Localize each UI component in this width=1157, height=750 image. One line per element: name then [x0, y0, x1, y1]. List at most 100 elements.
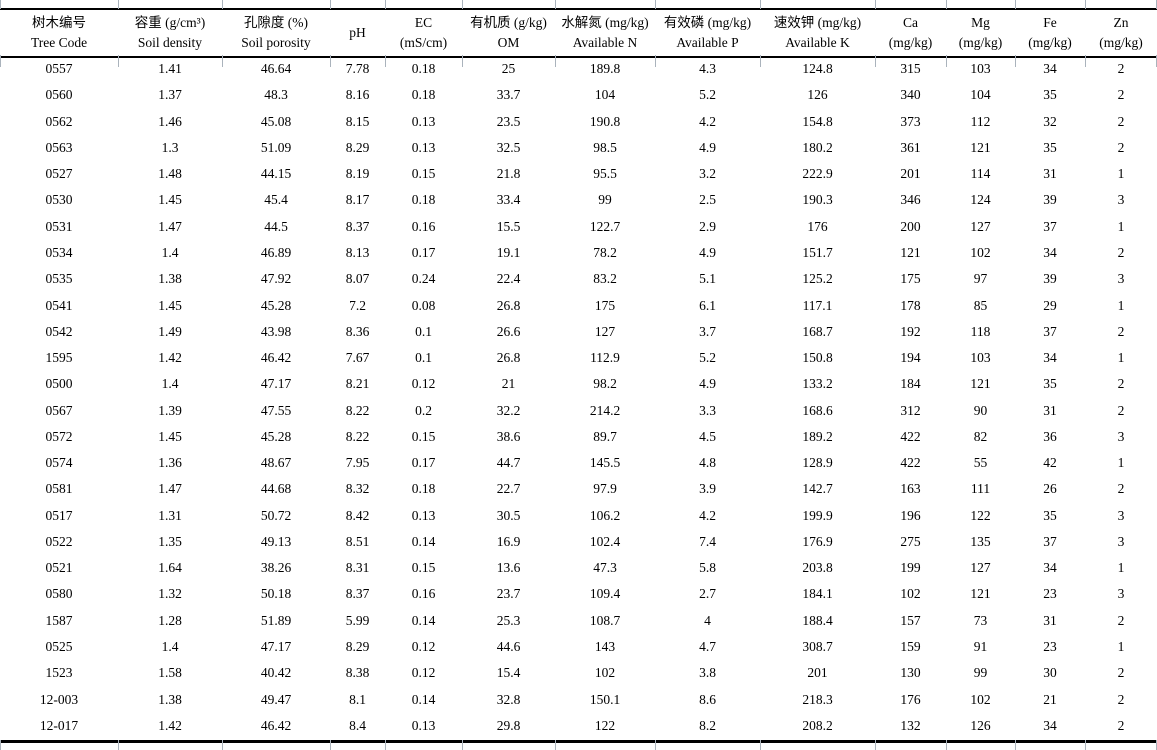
cell-om: 23.5 — [496, 113, 521, 129]
table-row: 1587 1.28 51.89 5.99 0.14 25.3 108.7 4 188.4 157 7… — [0, 608, 1157, 634]
cell-available_k: 218.3 — [802, 691, 833, 707]
grid-tick — [462, 55, 463, 67]
grid-tick — [1015, 55, 1016, 67]
cell-soil_porosity: 47.55 — [260, 402, 292, 418]
cell-zn: 2 — [1117, 481, 1125, 497]
cell-ph: 8.1 — [349, 691, 366, 707]
cell-zn: 3 — [1117, 192, 1125, 208]
cell-zn: 1 — [1117, 638, 1125, 654]
cell-soil_porosity: 45.28 — [260, 428, 292, 444]
cell-fe: 31 — [1043, 612, 1057, 628]
cell-mg: 121 — [970, 376, 991, 392]
cell-mg: 122 — [970, 507, 991, 523]
grid-tick — [555, 55, 556, 67]
cell-ca: 121 — [900, 244, 921, 260]
cell-om: 13.6 — [496, 560, 521, 576]
cell-ph: 8.13 — [345, 244, 370, 260]
cell-ec: 0.14 — [411, 533, 436, 549]
cell-ec: 0.18 — [411, 192, 436, 208]
cell-available_k: 154.8 — [802, 113, 833, 129]
cell-available_p: 7.4 — [699, 533, 716, 549]
table-row: 0580 1.32 50.18 8.37 0.16 23.7 109.4 2.7 184.1 10… — [0, 581, 1157, 607]
table-row: 0574 1.36 48.67 7.95 0.17 44.7 145.5 4.8 128.9 42… — [0, 450, 1157, 476]
cell-om: 16.9 — [496, 533, 521, 549]
cell-zn: 1 — [1117, 455, 1125, 471]
cell-tree_code: 12-017 — [39, 717, 79, 733]
cell-fe: 32 — [1043, 113, 1057, 129]
grid-tick — [0, 55, 1, 67]
cell-zn: 1 — [1117, 350, 1125, 366]
cell-available_k: 176.9 — [802, 533, 833, 549]
cell-ec: 0.14 — [411, 612, 436, 628]
cell-available_p: 2.7 — [699, 586, 716, 602]
cell-available_p: 4.9 — [699, 376, 716, 392]
cell-ca: 422 — [900, 455, 921, 471]
table-row: 12-003 1.38 49.47 8.1 0.14 32.8 150.1 8.6 218.3 1… — [0, 686, 1157, 712]
column-header-available_k: 速效钾 (mg/kg) Available K — [773, 15, 862, 50]
cell-ca: 373 — [900, 113, 921, 129]
cell-fe: 37 — [1043, 533, 1057, 549]
cell-soil_density: 1.4 — [161, 244, 179, 260]
cell-ph: 7.78 — [345, 61, 370, 77]
cell-mg: 55 — [973, 455, 988, 471]
table-row: 0562 1.46 45.08 8.15 0.13 23.5 190.8 4.2 154.8 37… — [0, 109, 1157, 135]
cell-soil_porosity: 46.64 — [260, 61, 292, 77]
cell-available_p: 4.2 — [699, 113, 716, 129]
cell-tree_code: 0542 — [45, 323, 73, 339]
cell-soil_porosity: 45.4 — [264, 192, 288, 208]
cell-om: 26.8 — [496, 297, 521, 313]
cell-fe: 36 — [1043, 428, 1057, 444]
cell-mg: 111 — [970, 481, 991, 497]
cell-ca: 132 — [900, 717, 921, 733]
cell-ec: 0.16 — [411, 218, 436, 234]
cell-tree_code: 0500 — [45, 376, 73, 392]
table-row: 0500 1.4 47.17 8.21 0.12 21 98.2 4.9 133.2 184 121… — [0, 371, 1157, 397]
cell-fe: 23 — [1043, 638, 1057, 654]
cell-available_k: 124.8 — [802, 61, 833, 77]
cell-om: 29.8 — [496, 717, 521, 733]
table-row: 0535 1.38 47.92 8.07 0.24 22.4 83.2 5.1 125.2 175… — [0, 266, 1157, 292]
column-header-om: 有机质 (g/kg) OM — [470, 15, 547, 50]
cell-soil_density: 1.42 — [158, 350, 182, 366]
table-row: 0560 1.37 48.3 8.16 0.18 33.7 104 5.2 126 340 104 3… — [0, 82, 1157, 108]
cell-ph: 8.36 — [345, 323, 370, 339]
cell-tree_code: 0535 — [45, 271, 73, 287]
cell-om: 38.6 — [496, 428, 521, 444]
cell-available_p: 4.5 — [699, 428, 716, 444]
grid-tick — [385, 55, 386, 67]
grid-tick — [385, 0, 386, 9]
cell-mg: 103 — [970, 61, 991, 77]
cell-ca: 312 — [900, 402, 921, 418]
table-header-rule — [0, 56, 1157, 58]
cell-available_n: 102.4 — [589, 533, 621, 549]
cell-available_n: 143 — [594, 638, 616, 654]
cell-zn: 2 — [1117, 323, 1125, 339]
table-row: 0581 1.47 44.68 8.32 0.18 22.7 97.9 3.9 142.7 163… — [0, 476, 1157, 502]
cell-ec: 0.17 — [411, 244, 436, 260]
cell-ec: 0.13 — [411, 507, 436, 523]
table-row: 0567 1.39 47.55 8.22 0.2 32.2 214.2 3.3 168.6 312… — [0, 397, 1157, 423]
grid-tick — [1015, 740, 1016, 750]
cell-available_k: 189.2 — [802, 428, 833, 444]
column-header-ec: EC (mS/cm) — [399, 15, 448, 50]
cell-soil_porosity: 49.47 — [260, 691, 292, 707]
cell-om: 44.6 — [496, 638, 521, 654]
grid-tick — [946, 740, 947, 750]
cell-ph: 7.2 — [349, 297, 366, 313]
cell-ec: 0.2 — [415, 402, 432, 418]
cell-ec: 0.18 — [411, 61, 436, 77]
cell-soil_porosity: 49.13 — [260, 533, 292, 549]
cell-available_k: 125.2 — [802, 271, 833, 287]
cell-fe: 37 — [1043, 218, 1057, 234]
column-header-zn: Zn (mg/kg) — [1099, 15, 1143, 50]
column-header-tree_code: 树木编号 Tree Code — [30, 15, 88, 50]
cell-zn: 1 — [1117, 218, 1125, 234]
cell-mg: 121 — [970, 139, 991, 155]
cell-ph: 8.37 — [345, 586, 370, 602]
cell-tree_code: 12-003 — [39, 691, 79, 707]
table-row: 0530 1.45 45.4 8.17 0.18 33.4 99 2.5 190.3 346 124… — [0, 187, 1157, 213]
table-row: 1595 1.42 46.42 7.67 0.1 26.8 112.9 5.2 150.8 194… — [0, 345, 1157, 371]
cell-available_n: 106.2 — [589, 507, 621, 523]
cell-mg: 102 — [970, 244, 991, 260]
cell-available_p: 4 — [704, 612, 711, 628]
